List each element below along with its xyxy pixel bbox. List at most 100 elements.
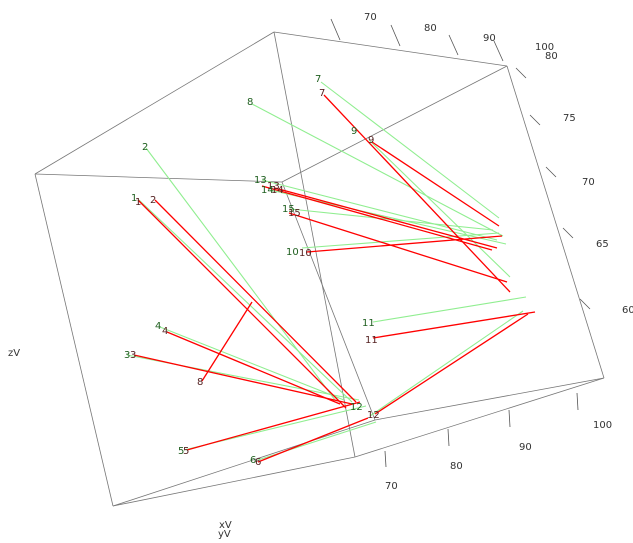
y-tick-label: 70 [364, 12, 377, 23]
box-edge [273, 31, 508, 67]
z-tick [515, 67, 527, 79]
green-segment [368, 139, 511, 278]
box-edge [34, 31, 275, 175]
red-segment [261, 185, 493, 251]
red-point-label: 8 [197, 377, 203, 388]
green-point-label: 10 [286, 247, 299, 258]
green-point-label: 7 [315, 74, 321, 85]
z-axis-title: zV [8, 348, 21, 359]
green-segment [145, 147, 336, 401]
red-point-label: 6 [255, 457, 261, 468]
z-tick [529, 114, 541, 126]
red-point-label: 14 [271, 185, 284, 196]
green-point-label: 12 [350, 402, 363, 413]
green-segment [320, 81, 500, 219]
red-point-label: 12 [367, 410, 380, 421]
x-tick-label: 90 [519, 442, 532, 453]
x-axis-title: xV [219, 520, 232, 531]
x-tick [508, 409, 511, 428]
red-segment [374, 313, 529, 415]
green-point-label: 2 [142, 142, 148, 153]
green-segment [251, 103, 504, 237]
box-edge [281, 181, 376, 421]
z-tick [579, 298, 591, 310]
red-point-label: 2 [150, 195, 156, 206]
red-segment [323, 94, 511, 293]
y-tick [493, 40, 504, 62]
box-edge [281, 65, 508, 183]
green-segment [261, 179, 498, 241]
red-segment [186, 401, 361, 451]
red-point-label: 13 [267, 181, 280, 192]
x-tick [576, 392, 579, 411]
green-point-label: 14 [261, 185, 274, 196]
red-segment [133, 354, 353, 405]
x-tick-label: 80 [450, 461, 463, 472]
red-segment [154, 199, 357, 403]
bounding-box [34, 31, 605, 507]
z-tick [562, 227, 574, 239]
red-point-label: 3 [130, 350, 136, 361]
green-segment [369, 310, 524, 417]
red-point-label: 11 [365, 335, 378, 346]
y-axis-title: yV [218, 529, 231, 540]
green-segment [159, 326, 345, 401]
z-tick [545, 166, 557, 178]
green-point-label: 1 [131, 193, 137, 204]
red-point-label: 9 [368, 135, 374, 146]
red-segment [372, 311, 536, 339]
y-tick-label: 80 [424, 23, 437, 34]
green-point-label: 9 [351, 126, 357, 137]
box-edge [112, 456, 356, 507]
x-tick-label: 70 [385, 481, 398, 492]
green-point-label: 6 [250, 455, 256, 466]
box-edge [34, 173, 283, 183]
z-tick-label: 80 [545, 51, 558, 62]
red-segment [288, 212, 508, 283]
y-tick-label: 90 [483, 33, 496, 44]
green-point-label: 15 [282, 204, 295, 215]
box-edge [112, 419, 376, 507]
red-segment [166, 331, 341, 405]
green-point-label: 13 [254, 175, 267, 186]
box-edge [506, 65, 605, 379]
red-point-label: 5 [183, 446, 189, 457]
y-tick [448, 34, 459, 56]
red-segment [274, 187, 498, 249]
z-tick-label: 75 [563, 113, 576, 124]
red-point-label: 15 [288, 208, 301, 219]
y-tick-label: 100 [535, 42, 554, 53]
red-point-label: 4 [162, 326, 168, 337]
x-tick [384, 450, 387, 468]
z-tick-label: 65 [596, 239, 609, 250]
x-tick [447, 428, 450, 447]
green-point-label: 11 [362, 318, 375, 329]
z-tick-label: 70 [582, 177, 595, 188]
red-segment [257, 417, 369, 463]
segments [126, 81, 536, 463]
red-point-label: 7 [319, 88, 325, 99]
x-tick-label: 100 [593, 420, 612, 431]
red-segment [371, 141, 500, 227]
red-segment [137, 199, 347, 409]
green-segment [138, 199, 353, 403]
z-tick-label: 60 [622, 305, 633, 316]
y-tick [330, 18, 341, 41]
green-segment [301, 232, 500, 249]
green-point-label: 8 [247, 97, 253, 108]
red-point-label: 1 [135, 197, 141, 208]
box-edge [34, 173, 114, 507]
y-tick [390, 24, 401, 47]
green-point-label: 5 [178, 446, 184, 457]
red-segment [306, 235, 503, 253]
green-segment [372, 296, 527, 323]
red-segment [201, 301, 253, 382]
box-edge [374, 377, 605, 421]
box-edge [354, 377, 605, 458]
red-point-label: 10 [299, 248, 312, 259]
green-point-label: 3 [124, 350, 130, 361]
green-point-label: 4 [155, 321, 161, 332]
